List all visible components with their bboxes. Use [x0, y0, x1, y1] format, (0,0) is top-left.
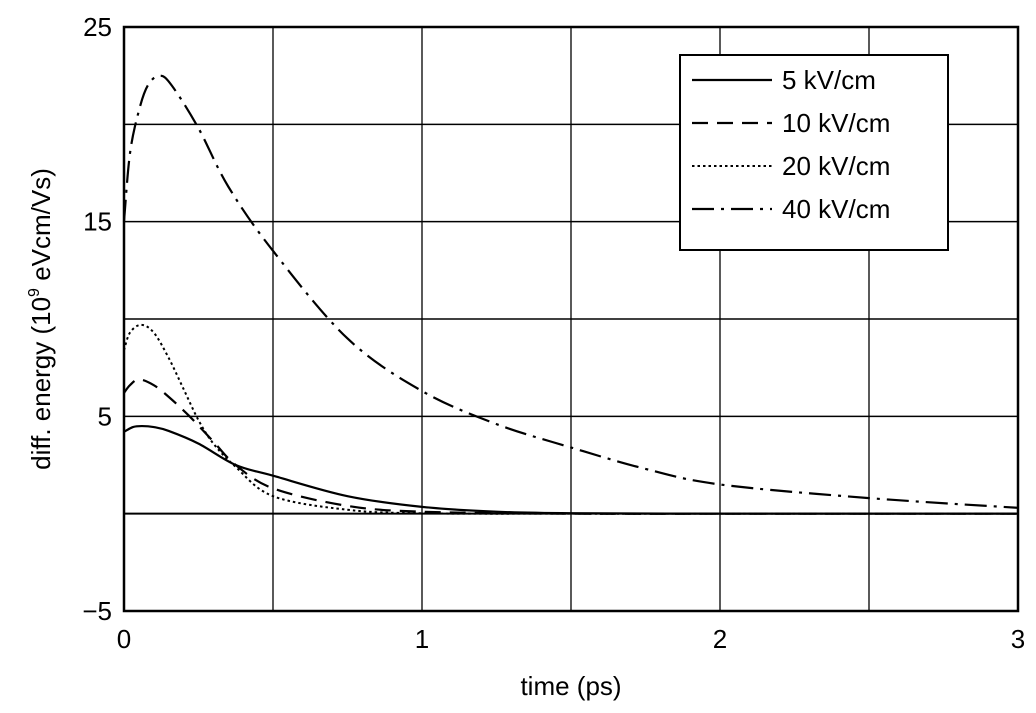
x-tick-label: 1: [415, 624, 429, 654]
x-tick-label: 3: [1011, 624, 1025, 654]
legend-label: 10 kV/cm: [782, 108, 890, 138]
plot-frame: [122, 25, 1020, 613]
series-line-40-kv-cm: [122, 74, 1019, 509]
y-axis-label: diff. energy (109 eVcm/Vs): [26, 168, 56, 470]
tick-labels: 0 1 2 3 25 15 5 −5: [82, 12, 1025, 654]
x-axis-label: time (ps): [520, 671, 621, 701]
legend-label: 20 kV/cm: [782, 151, 890, 181]
legend-label: 40 kV/cm: [782, 194, 890, 224]
x-tick-label: 0: [117, 624, 131, 654]
legend-label: 5 kV/cm: [782, 65, 876, 95]
y-tick-label: 5: [98, 401, 112, 431]
legend-box: [679, 54, 949, 251]
y-tick-label: −5: [82, 596, 112, 626]
y-tick-label: 25: [83, 12, 112, 42]
series-line-10-kv-cm: [123, 378, 1018, 515]
legend: 5 kV/cm 10 kV/cm 20 kV/cm 40 kV/cm: [679, 54, 949, 251]
y-tick-label: 15: [83, 207, 112, 237]
series-group: [122, 74, 1019, 515]
x-tick-label: 2: [713, 624, 727, 654]
